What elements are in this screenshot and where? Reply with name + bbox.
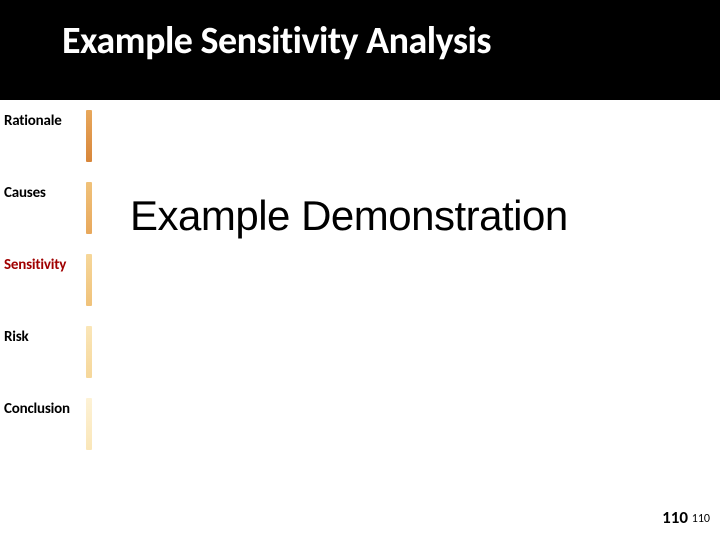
sidebar-item-risk[interactable]: Risk: [0, 326, 100, 378]
sidebar-item-bar: [86, 110, 92, 162]
sidebar-item-sensitivity[interactable]: Sensitivity: [0, 254, 100, 306]
sidebar-item-bar: [86, 254, 92, 306]
sidebar-item-label: Sensitivity: [4, 254, 66, 274]
sidebar-item-label: Risk: [4, 326, 29, 346]
page-number-primary: 110: [662, 507, 688, 528]
sidebar-item-conclusion[interactable]: Conclusion: [0, 398, 100, 450]
sidebar-nav: Rationale Causes Sensitivity Risk Conclusion: [0, 100, 100, 540]
sidebar-item-bar: [86, 182, 92, 234]
sidebar-item-rationale[interactable]: Rationale: [0, 110, 100, 162]
sidebar-item-label: Rationale: [4, 110, 62, 130]
sidebar-item-label: Causes: [4, 182, 46, 202]
slide-header: Example Sensitivity Analysis: [0, 0, 720, 100]
page-number-secondary: 110: [692, 512, 710, 526]
main-heading: Example Demonstration: [130, 192, 568, 240]
sidebar-item-label: Conclusion: [4, 398, 70, 418]
sidebar-item-bar: [86, 326, 92, 378]
slide-title: Example Sensitivity Analysis: [62, 18, 491, 64]
sidebar-item-causes[interactable]: Causes: [0, 182, 100, 234]
sidebar-item-bar: [86, 398, 92, 450]
